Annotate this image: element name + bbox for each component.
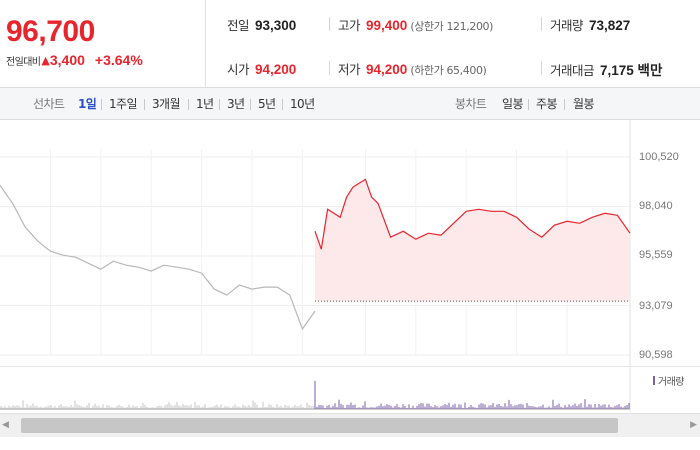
trade-value-stat: 거래대금 7,175 백만 — [550, 59, 662, 79]
y-tick-label: 98,040 — [639, 200, 673, 212]
tab-period-1d[interactable]: 1일 — [78, 97, 97, 111]
open-value: 94,200 — [255, 62, 297, 77]
tab-period-3m[interactable]: 3개월 — [152, 97, 181, 111]
divider — [329, 61, 330, 75]
price-chart-canvas — [0, 120, 631, 366]
volume-value: 73,827 — [589, 18, 631, 33]
high-value: 99,400 — [366, 18, 408, 33]
divider — [282, 99, 283, 110]
prev-close-value: 93,300 — [255, 18, 297, 33]
y-tick-label: 90,598 — [639, 349, 673, 361]
divider — [541, 61, 542, 75]
volume-label: 거래량 — [550, 18, 584, 33]
tab-period-1y[interactable]: 1년 — [196, 97, 214, 111]
scrollbar-thumb[interactable] — [21, 418, 618, 433]
today-area-fill — [315, 179, 630, 302]
trade-value-label: 거래대금 — [550, 63, 595, 78]
volume-stat: 거래량 73,827 — [550, 15, 630, 34]
price-chart: 100,520 98,040 95,559 93,079 90,598 — [0, 120, 700, 366]
y-tick-label: 100,520 — [639, 151, 679, 163]
divider — [250, 99, 251, 110]
line-chart-label: 선차트 — [33, 97, 65, 111]
volume-legend: 거래량 — [652, 373, 685, 388]
price-change-row: 전일대비 ▲ 3,400 +3.64% — [6, 52, 205, 68]
tab-candle-weekly[interactable]: 주봉 — [536, 97, 557, 111]
chart-scrollbar[interactable]: ◀ ▶ — [0, 413, 700, 437]
divider — [564, 99, 565, 110]
trade-value: 7,175 백만 — [600, 63, 663, 78]
low-label: 저가 — [338, 62, 361, 77]
volume-chart-canvas — [0, 367, 631, 412]
change-label: 전일대비 — [6, 56, 41, 68]
divider — [144, 99, 145, 110]
divider — [219, 99, 220, 110]
tab-period-10y[interactable]: 10년 — [290, 97, 315, 111]
tab-candle-daily[interactable]: 일봉 — [502, 97, 523, 111]
prev-close-label: 전일 — [227, 18, 250, 33]
divider — [188, 99, 189, 110]
lower-limit: (하한가 65,400) — [410, 64, 487, 77]
upper-limit: (상한가 121,200) — [410, 20, 494, 33]
tab-period-3y[interactable]: 3년 — [227, 97, 245, 111]
y-tick-label: 95,559 — [639, 249, 673, 261]
high-label: 고가 — [338, 18, 361, 33]
scroll-left-arrow-icon[interactable]: ◀ — [2, 420, 9, 430]
volume-legend-swatch — [652, 376, 655, 385]
divider — [329, 17, 330, 31]
volume-legend-label: 거래량 — [657, 377, 685, 388]
divider — [541, 17, 542, 31]
scroll-right-arrow-icon[interactable]: ▶ — [690, 420, 697, 430]
up-arrow-icon: ▲ — [41, 53, 50, 67]
volume-chart: 거래량 — [0, 366, 700, 412]
high-stat: 고가 99,400 (상한가 121,200) — [338, 15, 493, 34]
candle-chart-label: 봉차트 — [455, 97, 487, 111]
open-stat: 시가 94,200 — [227, 59, 296, 78]
prev-close-stat: 전일 93,300 — [227, 15, 296, 34]
prev-day-series-line — [0, 184, 316, 331]
divider — [528, 99, 529, 110]
current-price: 96,700 — [6, 15, 95, 48]
current-price-panel: 96,700 전일대비 ▲ 3,400 +3.64% — [0, 0, 206, 88]
tab-candle-monthly[interactable]: 월봉 — [573, 97, 594, 111]
low-stat: 저가 94,200 (하한가 65,400) — [338, 59, 487, 78]
y-tick-label: 93,079 — [639, 300, 673, 312]
tab-period-5y[interactable]: 5년 — [258, 97, 276, 111]
tab-period-1w[interactable]: 1주일 — [109, 97, 138, 111]
change-amount: 3,400 — [49, 52, 85, 68]
change-percent: +3.64% — [94, 52, 143, 68]
stock-quote-header: 96,700 전일대비 ▲ 3,400 +3.64% 전일 93,300 고가 99… — [0, 0, 700, 88]
divider — [101, 99, 102, 110]
chart-toolbar: 선차트 1일 1주일 3개월 1년 3년 5년 10년 봉차트 일봉 주봉 월봉 — [0, 88, 700, 120]
today-series-line — [314, 178, 631, 250]
low-value: 94,200 — [366, 62, 408, 77]
open-label: 시가 — [227, 62, 250, 77]
